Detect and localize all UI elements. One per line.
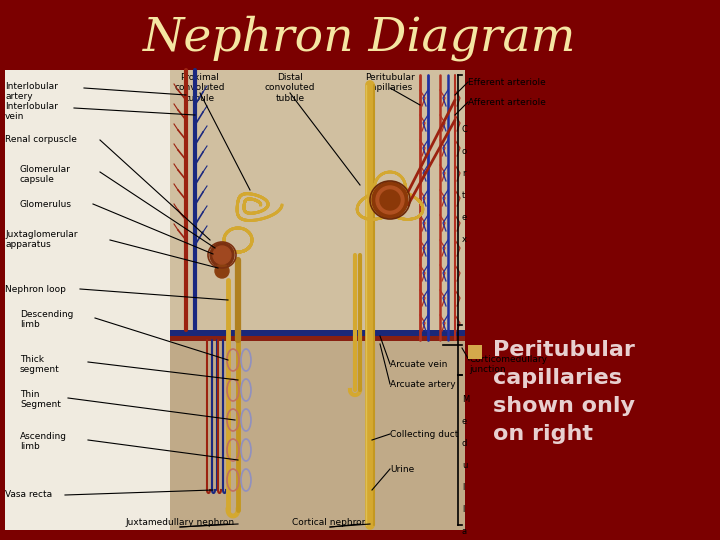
Bar	[170, 336, 465, 341]
Text: Glomerular
capsule: Glomerular capsule	[20, 165, 71, 184]
Text: t: t	[462, 192, 465, 200]
Text: Proximal
convoluted
tubule: Proximal convoluted tubule	[175, 73, 225, 103]
Text: Juxtaglomerular
apparatus: Juxtaglomerular apparatus	[5, 230, 78, 249]
Text: Juxtamedullary nephron: Juxtamedullary nephron	[125, 518, 235, 527]
Circle shape	[376, 186, 404, 214]
Text: Arcuate artery: Arcuate artery	[390, 380, 456, 389]
Bar	[170, 70, 465, 340]
Text: x: x	[462, 235, 467, 245]
Text: Peritubular: Peritubular	[493, 340, 635, 360]
Circle shape	[213, 246, 231, 264]
Circle shape	[372, 182, 408, 218]
Text: C: C	[462, 125, 468, 134]
Text: Interlobular
vein: Interlobular vein	[5, 102, 58, 122]
Text: Corticomedullary
junction: Corticomedullary junction	[469, 355, 547, 374]
Text: Efferent arteriole: Efferent arteriole	[468, 78, 546, 87]
Bar	[170, 330, 465, 336]
Text: Vasa recta: Vasa recta	[5, 490, 52, 499]
Text: Interlobular
artery: Interlobular artery	[5, 82, 58, 102]
Text: r: r	[462, 170, 466, 179]
Text: Distal
convoluted
tubule: Distal convoluted tubule	[265, 73, 315, 103]
Text: Nephron Diagram: Nephron Diagram	[143, 15, 577, 61]
Text: Thin
Segment: Thin Segment	[20, 390, 61, 409]
Circle shape	[210, 243, 234, 267]
Text: Thick
segment: Thick segment	[20, 355, 60, 374]
Text: e: e	[462, 213, 467, 222]
Bar	[468, 345, 482, 359]
Text: Nephron loop: Nephron loop	[5, 285, 66, 294]
Bar	[170, 340, 465, 530]
Text: l: l	[462, 483, 464, 492]
Text: l: l	[462, 505, 464, 515]
Text: u: u	[462, 462, 467, 470]
Circle shape	[380, 190, 400, 210]
Text: Renal corpuscle: Renal corpuscle	[5, 135, 77, 144]
Text: o: o	[462, 147, 467, 157]
Text: Arcuate vein: Arcuate vein	[390, 360, 447, 369]
Text: on right: on right	[493, 424, 593, 444]
Text: Cortical nephron: Cortical nephron	[292, 518, 368, 527]
Bar	[5, 70, 465, 530]
Text: Glomerulus: Glomerulus	[20, 200, 72, 209]
Text: d: d	[462, 440, 467, 449]
Text: Collecting duct: Collecting duct	[390, 430, 459, 439]
Circle shape	[215, 264, 229, 278]
Text: Peritubular
capillaries: Peritubular capillaries	[365, 73, 415, 92]
Text: a: a	[462, 528, 467, 537]
Text: Urine: Urine	[390, 465, 414, 474]
Text: e: e	[462, 417, 467, 427]
Text: capillaries: capillaries	[493, 368, 622, 388]
Text: Descending
limb: Descending limb	[20, 310, 73, 329]
Text: M: M	[462, 395, 469, 404]
Text: Afferent arteriole: Afferent arteriole	[468, 98, 546, 107]
Text: Ascending
limb: Ascending limb	[20, 432, 67, 451]
Text: shown only: shown only	[493, 396, 635, 416]
